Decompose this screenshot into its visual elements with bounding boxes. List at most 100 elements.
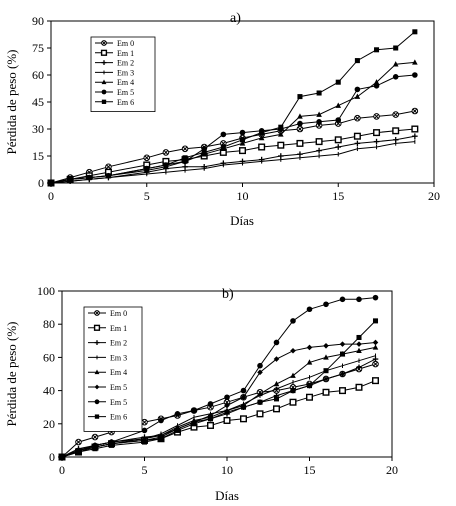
legend-label: Em 0	[117, 39, 134, 48]
legend-entry: Em 0	[88, 309, 127, 318]
legend-marker	[101, 89, 107, 95]
data-point	[412, 59, 418, 65]
y-tick-label: 40	[43, 384, 55, 398]
data-point	[239, 140, 246, 146]
data-point	[181, 145, 189, 153]
legend-label: Em 6	[117, 98, 134, 107]
legend-entry: Em 3	[88, 353, 127, 362]
y-tick-label: 15	[32, 149, 44, 163]
legend-marker	[94, 384, 100, 390]
legend-marker	[94, 399, 100, 405]
x-tick-label: 20	[386, 463, 398, 477]
data-point	[354, 58, 360, 64]
data-point	[163, 162, 169, 168]
data-point	[48, 180, 54, 186]
legend-marker	[93, 324, 101, 331]
x-tick-label: 0	[48, 189, 54, 203]
legend: Em 0 Em 1 Em 2 Em 3 Em 4 Em 5 Em 5 Em 6	[83, 306, 143, 432]
legend-label: Em 3	[110, 353, 127, 362]
data-point	[306, 383, 313, 389]
data-point	[278, 131, 284, 137]
data-point	[356, 334, 362, 340]
legend-entry: Em 1	[95, 49, 134, 58]
y-axis-label: Pérdida de peso (%)	[4, 321, 19, 426]
legend-marker	[100, 49, 108, 56]
data-point	[306, 359, 313, 365]
data-point	[201, 149, 207, 155]
data-point	[289, 398, 297, 406]
data-point	[297, 94, 303, 100]
legend-label: Em 1	[117, 49, 134, 58]
legend-entry: Em 4	[88, 368, 127, 377]
x-tick-label: 5	[142, 463, 148, 477]
data-point	[257, 369, 263, 376]
data-point	[315, 138, 323, 146]
data-point	[278, 124, 284, 130]
data-point	[240, 404, 247, 410]
series-em-6	[59, 318, 379, 460]
data-point	[355, 383, 363, 391]
data-point	[306, 393, 314, 401]
x-tick-label: 15	[304, 463, 316, 477]
data-point	[297, 120, 303, 127]
data-point	[258, 143, 266, 151]
data-point	[393, 45, 399, 51]
data-point	[323, 342, 329, 349]
data-point	[306, 344, 313, 351]
data-point	[277, 141, 285, 149]
data-point	[86, 175, 92, 181]
data-point	[273, 405, 281, 413]
y-tick-label: 30	[32, 122, 44, 136]
legend-label: Em 2	[110, 339, 127, 348]
data-point	[354, 114, 361, 122]
chart-panel-a: 0 5 10 15 20 0 15 30 45 60 75 90 Días Pérdida de peso…	[4, 11, 440, 228]
legend-entry: Em 0	[95, 39, 134, 48]
data-point	[392, 127, 400, 135]
data-point	[143, 154, 151, 162]
data-point	[191, 407, 197, 414]
legend-entry: Em 6	[88, 413, 127, 422]
data-point	[392, 61, 399, 67]
data-point	[239, 415, 247, 423]
data-point	[223, 416, 231, 424]
data-point	[75, 449, 82, 455]
data-point	[224, 409, 230, 415]
legend-marker	[101, 40, 107, 46]
data-point	[257, 399, 263, 405]
panel-label: b)	[222, 287, 234, 302]
legend-label: Em 2	[117, 59, 134, 68]
y-tick-label: 100	[37, 284, 55, 298]
legend-entry: Em 2	[88, 339, 127, 348]
data-point	[158, 417, 164, 424]
x-tick-label: 15	[332, 189, 344, 203]
data-point	[392, 74, 399, 80]
data-point	[224, 394, 230, 401]
data-point	[339, 351, 346, 357]
data-point	[356, 364, 362, 371]
data-point	[105, 173, 111, 179]
data-point	[257, 390, 263, 397]
data-point	[372, 294, 379, 301]
data-point	[75, 438, 82, 446]
data-point	[353, 132, 361, 140]
data-point	[354, 86, 361, 93]
legend-entry: Em 6	[95, 98, 134, 107]
data-point	[411, 125, 419, 133]
data-point	[108, 442, 115, 448]
data-point	[290, 347, 296, 354]
data-point	[372, 377, 380, 385]
data-point	[323, 368, 329, 374]
data-point	[273, 339, 280, 346]
y-tick-label: 45	[32, 95, 44, 109]
data-point	[316, 111, 322, 117]
legend-marker	[101, 79, 107, 85]
data-point	[316, 90, 322, 96]
y-tick-label: 60	[32, 68, 44, 82]
legend-label: Em 3	[117, 68, 134, 77]
y-tick-label: 90	[32, 14, 44, 28]
data-point	[273, 356, 280, 362]
series-em-5	[59, 294, 379, 460]
data-point	[259, 130, 265, 136]
legend-entry: Em 5	[88, 398, 127, 407]
